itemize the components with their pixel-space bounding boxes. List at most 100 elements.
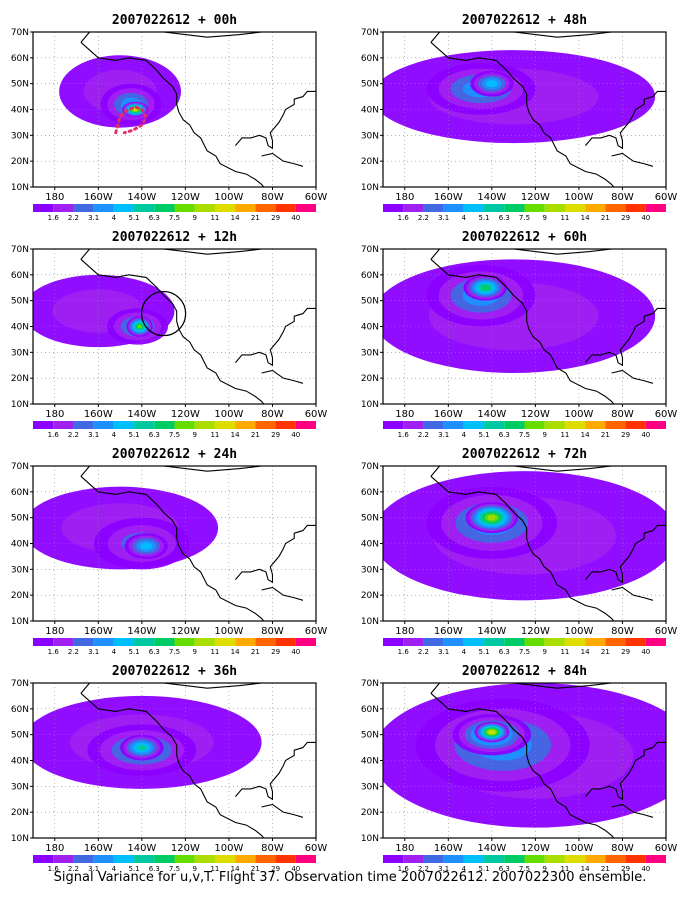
panel-title: 2007022612 + 60h — [462, 230, 587, 245]
colorbar-swatch — [53, 855, 74, 863]
colorbar-label: 11 — [210, 648, 219, 656]
panel-title: 2007022612 + 36h — [112, 664, 237, 679]
colorbar-swatch — [383, 204, 404, 212]
x-tick-label: 120W — [521, 626, 550, 637]
coastline — [80, 249, 284, 260]
colorbar-swatch — [194, 638, 215, 646]
coastlines — [80, 466, 316, 621]
panel-title: 2007022612 + 72h — [462, 447, 587, 462]
x-tick-label: 120W — [521, 409, 550, 420]
colorbar-swatch — [235, 638, 256, 646]
coastline — [261, 152, 304, 167]
coastline — [430, 32, 634, 43]
colorbar-label: 1.6 — [48, 431, 60, 439]
colorbar-swatch — [585, 638, 606, 646]
y-tick-label: 70N — [361, 245, 379, 255]
colorbar-swatch — [134, 638, 155, 646]
colorbar-swatch — [605, 638, 626, 646]
panel-title: 2007022612 + 24h — [112, 447, 237, 462]
x-tick-label: 180 — [395, 626, 414, 637]
x-tick-label: 100W — [564, 626, 593, 637]
y-tick-label: 60N — [11, 488, 29, 498]
x-tick-label: 80W — [261, 192, 284, 203]
colorbar-label: 1.6 — [48, 648, 60, 656]
y-tick-label: 60N — [361, 54, 379, 64]
colorbar-label: 1.6 — [398, 648, 410, 656]
coastline — [430, 466, 634, 477]
colorbar-swatch — [645, 204, 666, 212]
y-tick-label: 10N — [11, 834, 29, 844]
colorbar-swatch — [275, 855, 296, 863]
colorbar-swatch — [295, 421, 316, 429]
coastline — [80, 475, 265, 621]
y-tick-label: 30N — [361, 348, 379, 358]
field-contour — [480, 285, 490, 291]
colorbar-label: 29 — [271, 648, 280, 656]
y-tick-label: 50N — [11, 80, 29, 90]
colorbar-label: 2.2 — [68, 865, 79, 873]
x-tick-label: 80W — [261, 626, 284, 637]
colorbar-swatch — [255, 204, 276, 212]
x-tick-label: 80W — [261, 409, 284, 420]
colorbar-swatch — [33, 204, 54, 212]
colorbar-label: 2.2 — [418, 431, 429, 439]
colorbar-label: 7.5 — [169, 648, 180, 656]
colorbar-swatch — [194, 855, 215, 863]
colorbar-swatch — [33, 855, 54, 863]
colorbar-label: 11 — [210, 431, 219, 439]
coastline — [430, 258, 615, 404]
colorbar-swatch — [645, 421, 666, 429]
colorbar-swatch — [524, 421, 545, 429]
signal-field — [383, 471, 666, 601]
observation-circle — [141, 290, 187, 337]
x-tick-label: 140W — [477, 192, 506, 203]
colorbar-swatch — [113, 638, 135, 646]
colorbar-label: 2.2 — [418, 214, 429, 222]
coastline — [430, 692, 615, 838]
x-tick-label: 100W — [564, 409, 593, 420]
coastline — [235, 741, 316, 801]
colorbar-label: 1.6 — [398, 214, 410, 222]
y-tick-label: 70N — [11, 679, 29, 689]
colorbar-swatch — [403, 855, 424, 863]
signal-field — [59, 55, 182, 128]
y-tick-label: 20N — [361, 374, 379, 384]
coastline — [261, 586, 304, 601]
x-tick-label: 160W — [84, 626, 113, 637]
x-tick-label: 100W — [214, 843, 243, 854]
panel-4: 2007022612 + 36h 10N 20N 30N 40N 50N 60N 70N 180… — [11, 664, 328, 873]
colorbar-swatch — [504, 421, 525, 429]
coastline — [80, 41, 265, 187]
colorbar-label: 6.3 — [499, 648, 510, 656]
colorbar-swatch — [423, 855, 444, 863]
colorbar-swatch — [295, 638, 316, 646]
x-tick-label: 100W — [564, 192, 593, 203]
colorbar-swatch — [275, 204, 296, 212]
x-tick-label: 80W — [611, 192, 634, 203]
x-tick-label: 60W — [305, 409, 328, 420]
colorbar-swatch — [423, 421, 444, 429]
y-tick-label: 10N — [11, 400, 29, 410]
y-tick-label: 20N — [11, 808, 29, 818]
colorbar-swatch — [113, 855, 135, 863]
colorbar-swatch — [544, 421, 565, 429]
coastline — [430, 475, 615, 621]
colorbar-label: 14 — [231, 431, 240, 439]
y-tick-label: 10N — [361, 400, 379, 410]
x-tick-label: 60W — [305, 843, 328, 854]
colorbar-label: 9 — [542, 865, 546, 873]
colorbar-swatch — [403, 204, 424, 212]
colorbar-label: 1.6 — [398, 431, 410, 439]
coastline — [80, 683, 284, 694]
panel-2: 2007022612 + 12h 10N 20N 30N 40N 50N 60N 70N 180… — [11, 230, 328, 439]
colorbar-label: 3.1 — [438, 865, 449, 873]
y-tick-label: 50N — [361, 731, 379, 741]
x-tick-label: 80W — [611, 409, 634, 420]
colorbar-label: 29 — [621, 214, 630, 222]
colorbar-swatch — [174, 638, 195, 646]
x-tick-label: 140W — [477, 626, 506, 637]
colorbar-swatch — [214, 421, 236, 429]
x-tick-label: 100W — [214, 409, 243, 420]
colorbar-swatch — [33, 421, 54, 429]
colorbar-swatch — [443, 638, 464, 646]
